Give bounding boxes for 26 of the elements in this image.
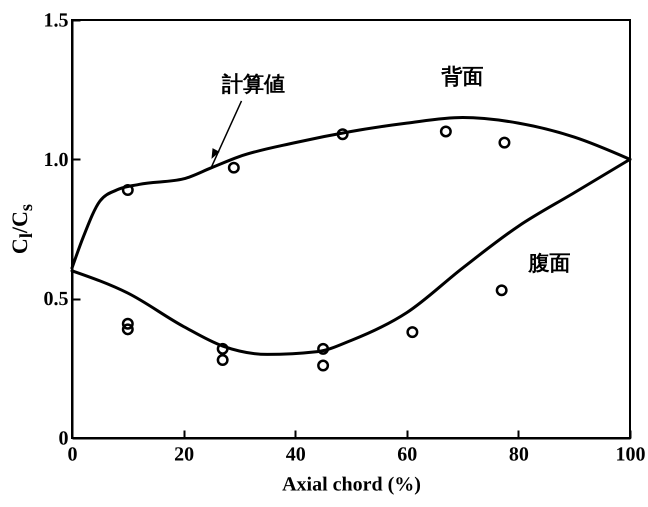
point: [406, 326, 418, 338]
x-tick-label: 100: [616, 444, 646, 466]
y-tick-label: 1.0: [44, 148, 68, 171]
y-tick-label: 0: [58, 428, 68, 450]
point: [122, 184, 134, 196]
y-tick-label: 1.5: [44, 10, 68, 32]
point: [122, 323, 134, 336]
point: [216, 342, 229, 355]
point: [228, 162, 240, 174]
point: [317, 342, 330, 355]
x-tick-label: 80: [508, 444, 529, 466]
y-tick-label: 0.5: [44, 288, 68, 310]
point: [496, 284, 508, 296]
x-axis-title: Axial chord (%): [282, 474, 421, 496]
x-tick-label: 40: [286, 444, 306, 466]
point: [122, 318, 134, 330]
x-tick-label: 60: [397, 444, 418, 466]
series-label: 背面: [440, 64, 484, 89]
point: [498, 136, 510, 149]
annotation: 計算値: [221, 72, 285, 96]
x-tick-label: 20: [174, 444, 194, 466]
point: [317, 360, 330, 372]
series-label: 腹面: [527, 251, 570, 276]
point: [336, 128, 349, 140]
point: [216, 354, 229, 366]
point: [440, 125, 452, 138]
